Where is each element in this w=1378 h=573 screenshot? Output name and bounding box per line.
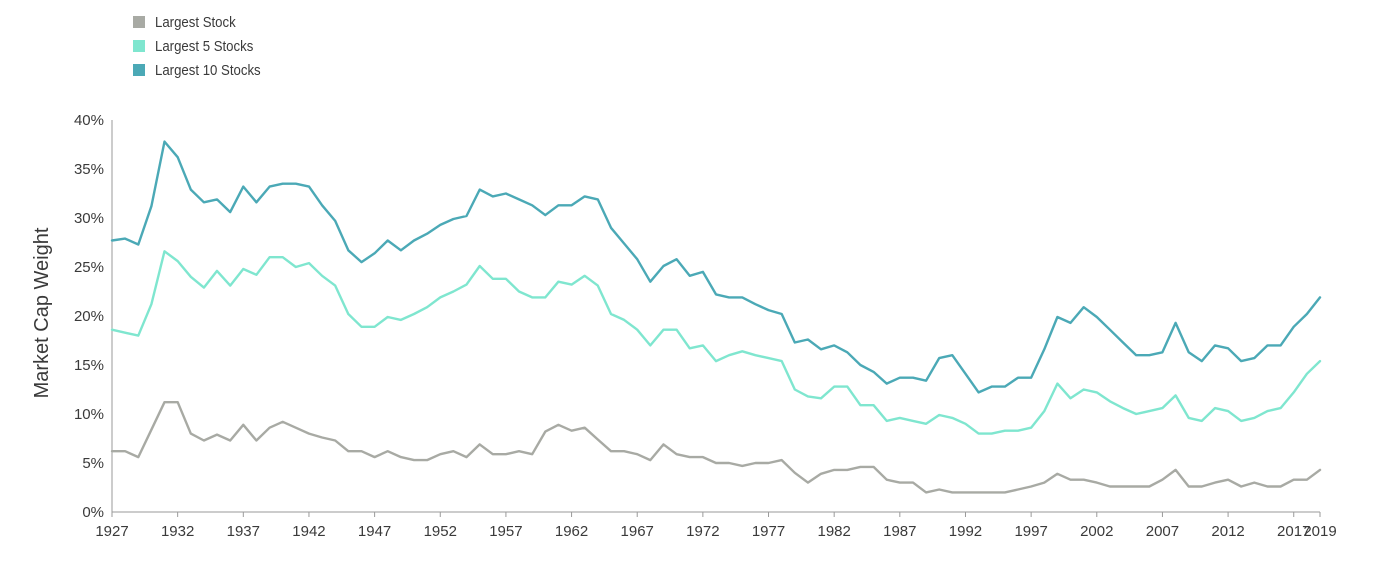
y-tick-label: 0% (82, 504, 104, 521)
y-tick-label: 20% (74, 308, 104, 325)
y-tick-label: 10% (74, 406, 104, 423)
x-tick-label: 1962 (555, 523, 588, 540)
y-tick-label: 30% (74, 210, 104, 227)
y-axis-label: Market Cap Weight (31, 227, 53, 398)
x-tick-label: 1992 (949, 523, 982, 540)
x-tick-label: 2007 (1146, 523, 1179, 540)
x-tick-label: 2019 (1303, 523, 1336, 540)
x-axis-ticks: 1927 1932 1937 1942 1947 1952 1957 1962 1967 1972… (95, 512, 1337, 540)
x-tick-label: 1972 (686, 523, 719, 540)
legend-swatch-largest-10-stocks (133, 64, 145, 76)
x-tick-label: 1937 (227, 523, 260, 540)
series-line-largest-5-stocks (110, 250, 1322, 435)
y-tick-label: 40% (74, 112, 104, 129)
legend-item-largest-5-stocks: Largest 5 Stocks (133, 34, 275, 58)
series-line-largest-10-stocks (110, 140, 1322, 394)
x-tick-label: 1997 (1014, 523, 1047, 540)
x-tick-label: 2012 (1211, 523, 1244, 540)
y-tick-label: 15% (74, 357, 104, 374)
legend-label-largest-10-stocks: Largest 10 Stocks (155, 61, 261, 79)
x-tick-label: 1942 (292, 523, 325, 540)
x-tick-label: 1952 (424, 523, 457, 540)
y-tick-label: 35% (74, 161, 104, 178)
x-tick-label: 1982 (817, 523, 850, 540)
legend-item-largest-stock: Largest Stock (133, 10, 275, 34)
x-tick-label: 2017 (1277, 523, 1310, 540)
y-axis-ticks: 0% 5% 10% 15% 20% 25% 30% 35% 40% (74, 112, 104, 521)
legend-label-largest-stock: Largest Stock (155, 13, 236, 31)
x-tick-label: 2002 (1080, 523, 1113, 540)
chart-legend: Largest Stock Largest 5 Stocks Largest 1… (133, 10, 275, 82)
legend-item-largest-10-stocks: Largest 10 Stocks (133, 58, 275, 82)
legend-swatch-largest-stock (133, 16, 145, 28)
x-tick-label: 1977 (752, 523, 785, 540)
series-line-largest-stock (110, 401, 1322, 494)
chart-series (110, 140, 1322, 494)
x-tick-label: 1967 (621, 523, 654, 540)
chart-axes (111, 120, 1320, 513)
x-tick-label: 1947 (358, 523, 391, 540)
x-tick-label: 1927 (95, 523, 128, 540)
y-tick-label: 5% (82, 455, 104, 472)
x-tick-label: 1957 (489, 523, 522, 540)
x-tick-label: 1932 (161, 523, 194, 540)
legend-swatch-largest-5-stocks (133, 40, 145, 52)
y-tick-label: 25% (74, 259, 104, 276)
legend-label-largest-5-stocks: Largest 5 Stocks (155, 37, 254, 55)
x-tick-label: 1987 (883, 523, 916, 540)
